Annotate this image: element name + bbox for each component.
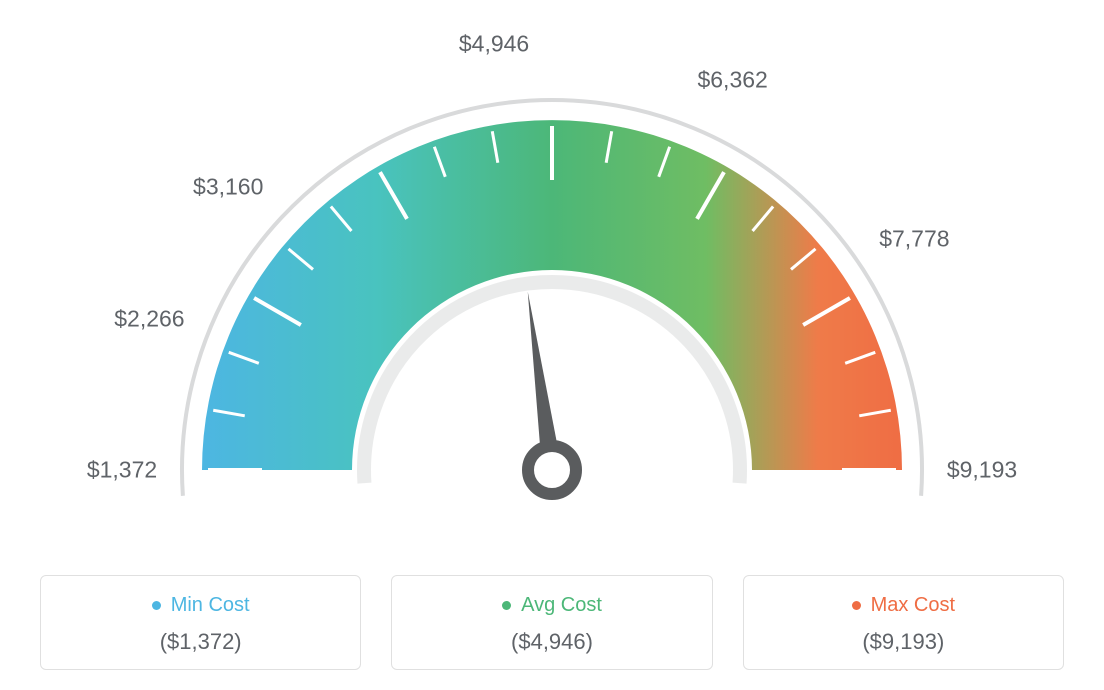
avg-cost-label: Avg Cost xyxy=(521,594,602,617)
min-cost-value: ($1,372) xyxy=(51,629,350,655)
min-cost-title: Min Cost xyxy=(152,594,250,617)
max-cost-label: Max Cost xyxy=(871,594,955,617)
gauge-tick-label: $3,160 xyxy=(193,174,263,201)
avg-cost-card: Avg Cost ($4,946) xyxy=(391,575,712,670)
max-cost-card: Max Cost ($9,193) xyxy=(743,575,1064,670)
max-dot-icon xyxy=(852,601,861,610)
min-cost-label: Min Cost xyxy=(171,594,250,617)
gauge-area: $1,372 $2,266 $3,160 $4,946 $6,362 $7,778 $9,1… xyxy=(0,0,1104,540)
gauge-tick-label: $9,193 xyxy=(947,457,1017,484)
gauge-tick-label: $1,372 xyxy=(87,457,157,484)
avg-cost-value: ($4,946) xyxy=(402,629,701,655)
cost-gauge-chart: $1,372 $2,266 $3,160 $4,946 $6,362 $7,778 $9,1… xyxy=(0,0,1104,690)
gauge-tick-label: $2,266 xyxy=(114,305,184,332)
min-cost-card: Min Cost ($1,372) xyxy=(40,575,361,670)
max-cost-title: Max Cost xyxy=(852,594,955,617)
avg-dot-icon xyxy=(502,601,511,610)
gauge-tick-label: $4,946 xyxy=(459,30,529,57)
min-dot-icon xyxy=(152,601,161,610)
gauge-svg xyxy=(0,0,1104,540)
summary-cards: Min Cost ($1,372) Avg Cost ($4,946) Max … xyxy=(40,575,1064,670)
gauge-tick-label: $7,778 xyxy=(879,225,949,252)
avg-cost-title: Avg Cost xyxy=(502,594,602,617)
gauge-tick-label: $6,362 xyxy=(697,66,767,93)
max-cost-value: ($9,193) xyxy=(754,629,1053,655)
